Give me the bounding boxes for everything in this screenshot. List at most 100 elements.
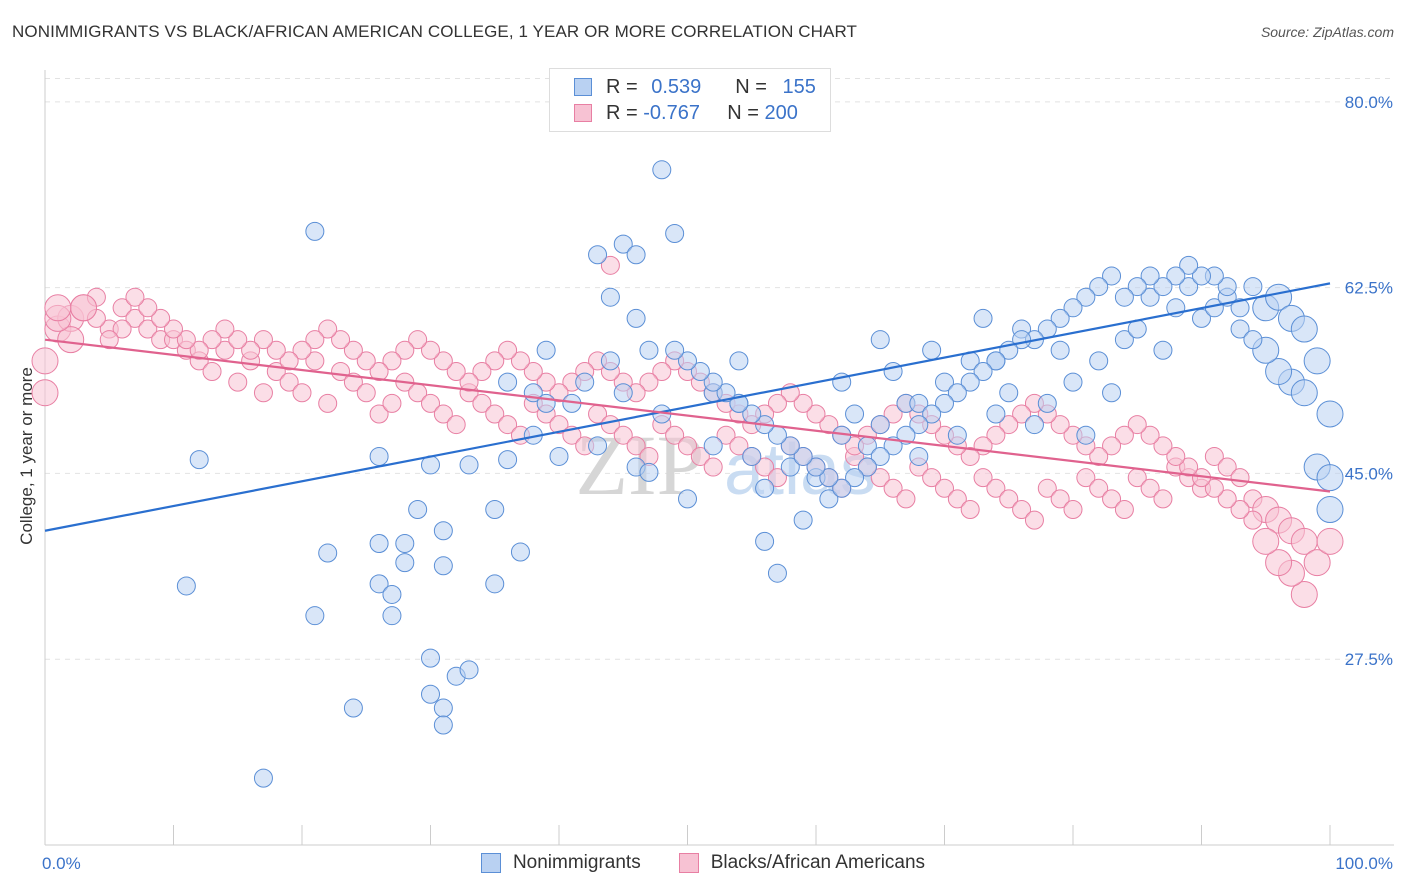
blacks-point: [536, 372, 556, 392]
legend-row-nonimmigrants: R = 0.539 N = 155: [574, 75, 816, 99]
blacks-point: [125, 287, 145, 307]
nonimmigrants-point: [369, 574, 389, 594]
blacks-point: [356, 383, 376, 403]
nonimmigrants-point: [780, 436, 800, 456]
nonimmigrants-point: [176, 576, 196, 596]
legend-n-label: N =: [727, 101, 765, 124]
blacks-point: [523, 362, 543, 382]
legend-n-label: N =: [735, 75, 773, 98]
nonimmigrants-point: [588, 245, 608, 265]
blacks-point: [138, 319, 158, 339]
nonimmigrants-point: [1037, 393, 1057, 413]
nonimmigrants-point: [845, 468, 865, 488]
nonimmigrants-point: [1050, 340, 1070, 360]
blacks-point: [1089, 478, 1109, 498]
blacks-point: [1153, 489, 1173, 509]
blacks-point: [253, 383, 273, 403]
nonimmigrants-point: [690, 362, 710, 382]
legend-r-label: R =: [606, 75, 644, 98]
blacks-point: [1012, 500, 1032, 520]
nonimmigrants-point: [1050, 308, 1070, 328]
blacks-point: [935, 478, 954, 498]
nonimmigrants-point: [845, 404, 865, 424]
blacks-point: [1217, 457, 1237, 477]
nonimmigrants-point: [1230, 298, 1250, 318]
blacks-point: [125, 308, 145, 328]
blacks-point: [472, 362, 492, 382]
nonimmigrants-point: [459, 660, 479, 680]
nonimmigrants-point: [536, 340, 556, 360]
blacks-point: [1204, 446, 1224, 466]
nonimmigrants-point: [1265, 283, 1293, 311]
legend-r-value: 0.539: [651, 75, 702, 98]
blacks-point: [241, 340, 261, 360]
blacks-point: [947, 489, 967, 509]
nonimmigrants-point: [433, 715, 453, 735]
nonimmigrants-point: [947, 425, 967, 445]
legend-row-blacks: R = -0.767 N = 200: [574, 101, 798, 125]
blacks-point: [999, 415, 1019, 435]
nonimmigrants-point: [382, 584, 402, 604]
nonimmigrants-point: [716, 383, 736, 403]
nonimmigrants-point: [986, 351, 1006, 371]
blacks-point: [870, 468, 890, 488]
nonimmigrants-point: [896, 425, 916, 445]
nonimmigrants-point: [909, 446, 929, 466]
blacks-point: [639, 372, 659, 392]
blacks-point: [433, 404, 453, 424]
nonimmigrants-point: [1265, 358, 1293, 386]
legend-swatch-pink: [574, 104, 592, 122]
nonimmigrants-point: [870, 446, 890, 466]
nonimmigrants-point: [485, 500, 505, 520]
nonimmigrants-point: [755, 478, 775, 498]
blacks-point: [1243, 510, 1263, 530]
nonimmigrants-point: [343, 698, 363, 718]
blacks-point: [703, 457, 723, 477]
nonimmigrants-point: [613, 234, 633, 254]
nonimmigrants-point: [1243, 330, 1263, 350]
blacks-point: [1063, 500, 1083, 520]
nonimmigrants-point: [421, 684, 440, 704]
blacks-point: [1089, 446, 1109, 466]
legend-n-value: 155: [782, 75, 816, 98]
blacks-point: [408, 330, 428, 350]
blacks-point: [716, 425, 736, 445]
blacks-point: [999, 489, 1019, 509]
blacks-point: [1290, 580, 1318, 608]
blacks-point: [1076, 468, 1096, 488]
nonimmigrants-point: [1114, 287, 1134, 307]
blacks-point: [883, 404, 903, 424]
nonimmigrants-point: [1192, 308, 1211, 328]
blacks-point: [228, 372, 248, 392]
nonimmigrants-point: [626, 245, 646, 265]
nonimmigrants-point: [1140, 287, 1160, 307]
blacks-point: [1230, 500, 1250, 520]
nonimmigrants-point: [1102, 266, 1122, 286]
nonimmigrants-point: [1192, 266, 1211, 286]
blacks-point: [331, 330, 351, 350]
nonimmigrants-point: [1179, 255, 1199, 275]
x-tick-labels: 0.0% 100.0%: [42, 854, 1393, 873]
nonimmigrants-point: [305, 606, 325, 626]
blacks-point: [549, 383, 569, 403]
blacks-point: [973, 468, 993, 488]
legend-r-value: -0.767: [643, 101, 700, 124]
blacks-point: [485, 404, 505, 424]
nonimmigrants-point: [819, 468, 839, 488]
nonimmigrants-point: [1179, 277, 1199, 297]
blacks-point: [228, 330, 248, 350]
nonimmigrants-point: [678, 489, 697, 509]
nonimmigrants-point: [665, 223, 685, 243]
blacks-point: [1153, 436, 1173, 456]
y-tick-labels: 27.5% 45.0% 62.5% 80.0%: [1345, 93, 1393, 669]
x-tick-label: 0.0%: [42, 854, 81, 873]
legend-n-value: 200: [764, 101, 798, 124]
blacks-point: [151, 308, 171, 328]
nonimmigrants-point: [600, 287, 620, 307]
blacks-point: [960, 500, 980, 520]
blacks-point: [690, 446, 710, 466]
blacks-point: [960, 446, 980, 466]
blacks-point: [112, 319, 132, 339]
blacks-point: [1265, 549, 1293, 577]
